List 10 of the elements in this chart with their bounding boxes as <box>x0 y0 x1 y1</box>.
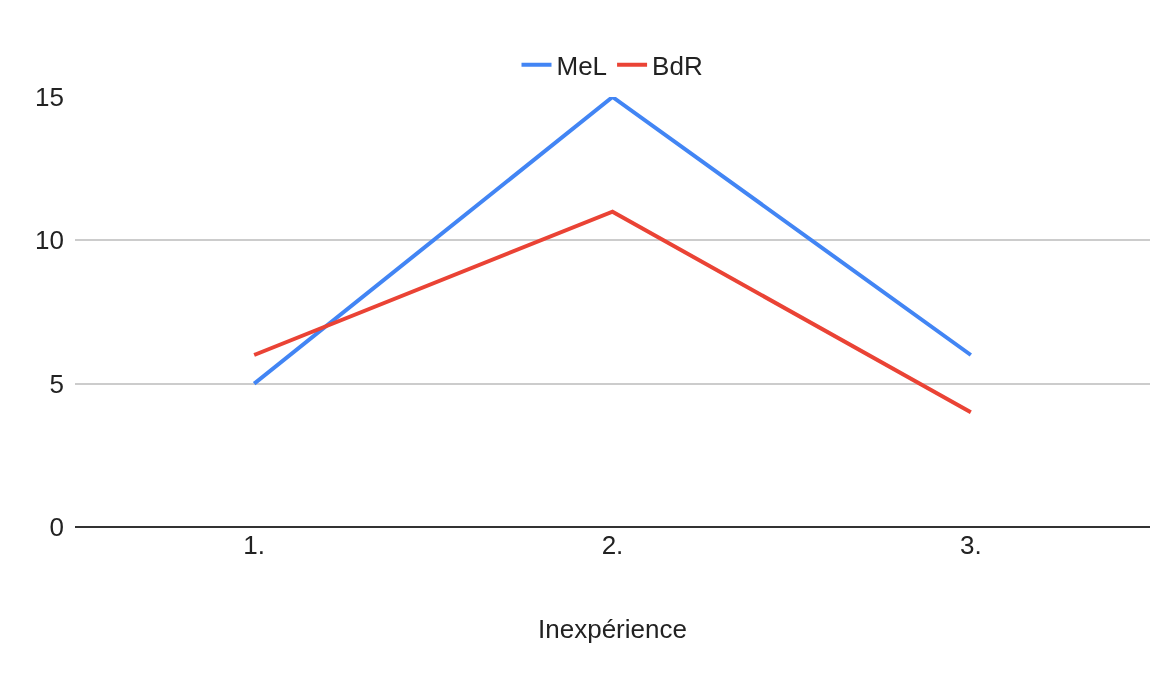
y-tick-label: 10 <box>35 225 64 256</box>
y-tick-label: 0 <box>49 512 64 543</box>
x-tick-label: 1. <box>243 530 266 560</box>
x-axis-title: Inexpérience <box>538 613 687 644</box>
legend-label: MeL <box>556 50 608 81</box>
x-tick-label: 2. <box>601 530 624 560</box>
x-tick-label: 3. <box>959 530 982 560</box>
y-tick-label: 15 <box>35 82 64 113</box>
legend-label: BdR <box>652 50 703 81</box>
y-tick-label: 5 <box>49 368 64 399</box>
